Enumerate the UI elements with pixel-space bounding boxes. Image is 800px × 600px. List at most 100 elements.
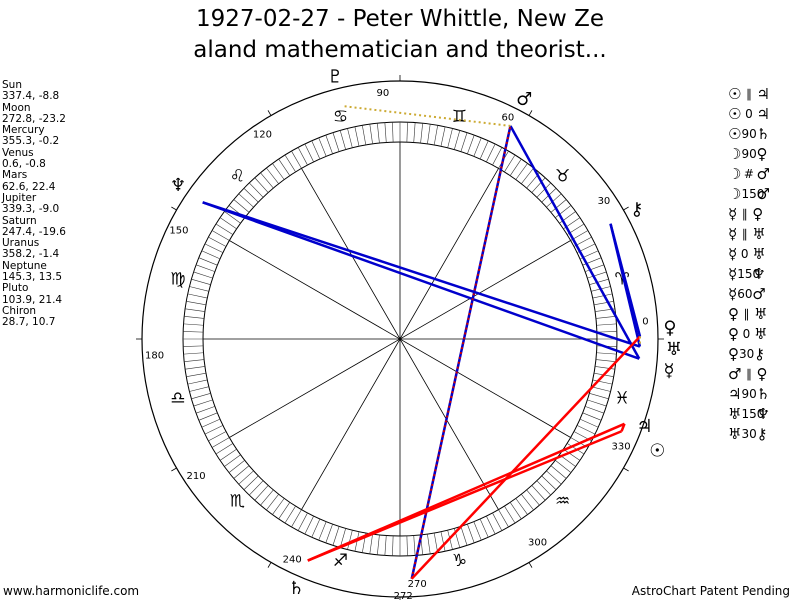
degree-tick	[184, 316, 205, 319]
degree-tick	[272, 163, 285, 180]
degree-tick	[339, 130, 346, 150]
degree-tick	[427, 124, 431, 144]
aspect-planet-2: ♅	[754, 325, 768, 343]
degree-tick	[204, 243, 224, 253]
degree-tick	[318, 137, 327, 157]
degree-tick	[278, 158, 291, 176]
outer-tick	[528, 110, 533, 116]
degree-tick	[204, 425, 224, 435]
degree-tick	[479, 140, 489, 160]
degree-tick	[191, 278, 211, 285]
degree-tick	[208, 236, 227, 247]
degree-tick	[311, 518, 321, 538]
degree-tick	[377, 534, 380, 555]
degree-tick	[509, 158, 522, 176]
aspect-line	[410, 125, 512, 579]
degree-tick	[332, 526, 340, 546]
degree-tick	[297, 512, 308, 531]
degree-tick	[420, 123, 423, 144]
aspect-planet-1: ♃	[728, 385, 742, 403]
degree-tick	[339, 528, 346, 548]
position-value: 337.4, -8.8	[2, 90, 60, 103]
degree-label: 240	[283, 555, 302, 566]
degree-tick	[238, 193, 254, 208]
degree-tick	[531, 177, 546, 193]
degree-tick	[233, 199, 250, 213]
aspect-row: ☽90♀	[728, 144, 800, 164]
degree-tick	[555, 460, 572, 473]
planet-glyph: ♇	[327, 66, 343, 87]
position-value: 28.7, 10.7	[2, 316, 56, 329]
degree-tick	[238, 470, 254, 485]
degree-tick	[473, 137, 482, 157]
degree-tick	[413, 535, 416, 556]
degree-tick	[249, 480, 264, 496]
aspect-type: 60	[737, 287, 753, 301]
aspect-type: 30	[739, 347, 755, 361]
aspect-type: 0	[742, 327, 751, 341]
zodiac-sign-glyph: ♉	[555, 166, 570, 186]
degree-tick	[186, 372, 207, 377]
aspect-type: 90	[741, 387, 757, 401]
degree-tick	[546, 470, 562, 485]
aspect-row: ♀ 0 ♅	[728, 324, 800, 344]
footer-website: www.harmoniclife.com	[3, 584, 140, 598]
degree-tick	[473, 521, 482, 541]
aspect-planet-2: ♄	[756, 125, 770, 143]
degree-label: 210	[187, 471, 206, 482]
degree-tick	[593, 301, 614, 306]
aspect-row: ♅30⚷	[728, 424, 800, 444]
planet-glyph: ♀	[663, 318, 676, 339]
aspect-planet-1: ☽	[728, 145, 742, 163]
degree-tick	[254, 485, 269, 501]
degree-tick	[201, 250, 221, 260]
degree-tick	[546, 193, 562, 208]
aspect-line	[509, 125, 641, 360]
degree-tick	[201, 418, 221, 428]
aspect-planet-2: ♆	[752, 265, 766, 283]
degree-tick	[541, 475, 557, 490]
degree-tick	[189, 386, 209, 392]
degree-tick	[347, 128, 353, 148]
degree-tick	[187, 379, 208, 385]
degree-tick	[479, 518, 489, 538]
aspect-line	[620, 423, 626, 432]
moon-degree-label: 272	[394, 591, 413, 600]
degree-tick	[189, 286, 209, 292]
aspect-row: ♂ ∥ ♀	[728, 364, 800, 384]
degree-tick	[440, 531, 446, 552]
aspect-row: ♀30⚷	[728, 344, 800, 364]
degree-tick	[492, 512, 503, 531]
degree-label: 0	[642, 316, 648, 327]
degree-tick	[589, 278, 609, 285]
zodiac-sign-glyph: ♌	[230, 166, 245, 186]
degree-tick	[440, 126, 446, 147]
degree-tick	[521, 167, 534, 184]
degree-tick	[504, 505, 516, 524]
planet-glyph: ♂	[516, 89, 532, 110]
degree-tick	[460, 132, 468, 152]
degree-tick	[596, 331, 617, 333]
degree-label: 120	[253, 130, 272, 141]
aspect-row: ♀ ∥ ♅	[728, 304, 800, 324]
degree-tick	[596, 323, 617, 326]
degree-tick	[406, 535, 408, 556]
degree-tick	[291, 509, 302, 528]
degree-tick	[304, 143, 314, 163]
aspect-planet-1: ☽	[728, 165, 742, 183]
position-name: Jupiter	[2, 191, 37, 204]
degree-label: 30	[598, 196, 611, 207]
degree-tick	[413, 122, 416, 143]
zodiac-sign-glyph: ♏	[230, 492, 245, 512]
degree-tick	[433, 532, 438, 553]
degree-tick	[377, 123, 380, 144]
aspect-line	[342, 105, 511, 127]
degree-tick	[427, 534, 431, 554]
degree-tick	[596, 352, 617, 355]
degree-tick	[228, 460, 245, 473]
degree-tick	[595, 366, 615, 370]
position-name: Chiron	[2, 304, 37, 317]
outer-tick	[171, 467, 177, 472]
degree-tick	[219, 217, 237, 230]
planet-glyph: ☉	[649, 440, 665, 461]
